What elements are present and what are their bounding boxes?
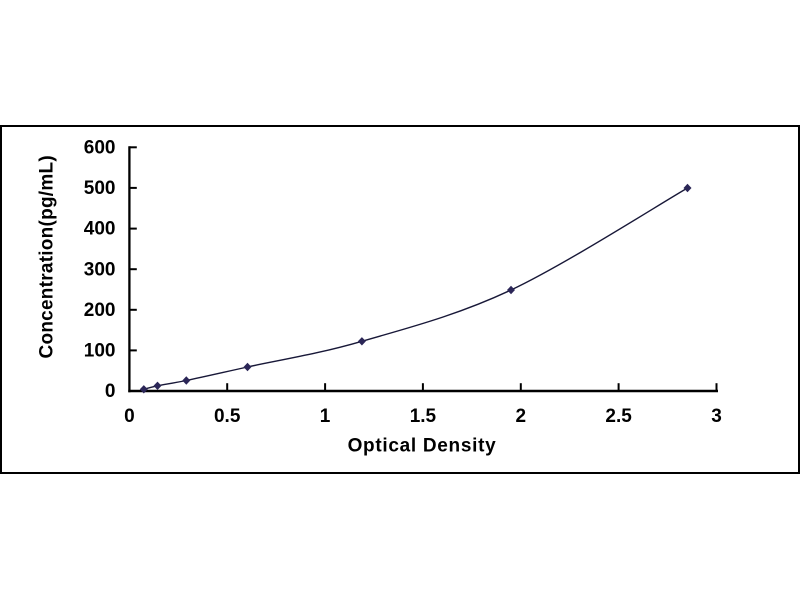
svg-text:100: 100 bbox=[84, 341, 116, 362]
svg-text:2.5: 2.5 bbox=[605, 406, 632, 427]
svg-text:1.5: 1.5 bbox=[410, 406, 437, 427]
svg-text:1: 1 bbox=[320, 406, 331, 427]
svg-text:2: 2 bbox=[516, 406, 527, 427]
svg-text:0: 0 bbox=[124, 406, 135, 427]
svg-text:600: 600 bbox=[84, 137, 116, 158]
svg-text:0.5: 0.5 bbox=[214, 406, 241, 427]
svg-text:3: 3 bbox=[711, 406, 722, 427]
svg-text:300: 300 bbox=[84, 259, 116, 280]
svg-text:Optical Density: Optical Density bbox=[348, 435, 497, 456]
svg-text:0: 0 bbox=[105, 381, 116, 402]
svg-text:Concentration(pg/mL): Concentration(pg/mL) bbox=[36, 155, 57, 358]
svg-text:500: 500 bbox=[84, 178, 116, 199]
svg-text:400: 400 bbox=[84, 219, 116, 240]
svg-text:200: 200 bbox=[84, 300, 116, 321]
